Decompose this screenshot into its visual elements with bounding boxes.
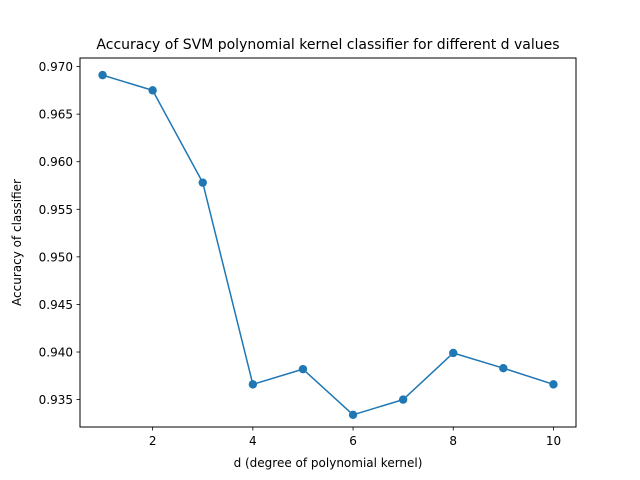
data-point [398, 395, 408, 404]
x-tick-label: 4 [249, 434, 257, 448]
y-tick-label: 0.960 [39, 155, 73, 169]
data-point [549, 380, 558, 389]
y-tick-label: 0.950 [39, 250, 73, 264]
y-axis: 0.935 0.940 0.945 0.950 0.955 0.960 0.965 0.970 [39, 60, 80, 407]
y-axis-label: Accuracy of classifier [10, 179, 24, 306]
x-tick-label: 6 [349, 434, 357, 448]
data-point [348, 410, 358, 420]
y-tick-label: 0.970 [39, 60, 73, 74]
data-point [248, 380, 258, 389]
x-tick-label: 2 [149, 434, 157, 448]
data-point [198, 178, 207, 187]
chart-title: Accuracy of SVM polynomial kernel classi… [96, 37, 559, 53]
data-point [499, 363, 508, 373]
x-tick-label: 8 [449, 434, 457, 448]
data-point [148, 86, 157, 95]
data-point [298, 364, 308, 374]
y-tick-label: 0.935 [39, 393, 73, 407]
x-tick-label: 10 [546, 434, 561, 448]
plot-area [79, 57, 577, 428]
y-tick-label: 0.965 [39, 108, 73, 122]
y-tick-label: 0.945 [39, 298, 73, 312]
data-point [449, 348, 458, 358]
y-tick-label: 0.955 [39, 203, 73, 217]
data-point [98, 70, 107, 80]
series-layer [98, 70, 558, 420]
y-tick-label: 0.940 [39, 346, 73, 360]
x-axis: 2 4 6 8 10 [149, 427, 561, 448]
series-line [102, 74, 554, 416]
x-axis-label: d (degree of polynomial kernel) [234, 456, 423, 470]
